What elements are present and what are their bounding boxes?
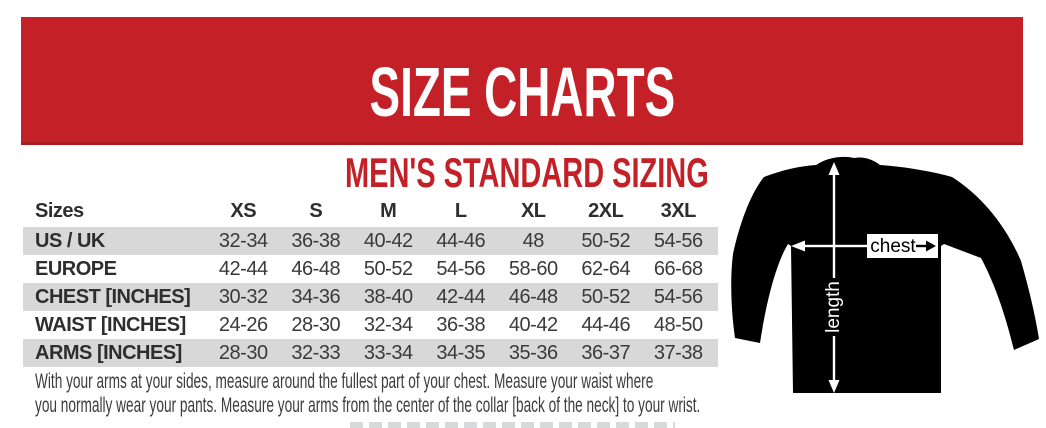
- size-table-header-row: Sizes XS S M L XL 2XL 3XL: [23, 196, 718, 227]
- size-cell: 35-36: [508, 341, 558, 364]
- size-cell: 44-46: [436, 229, 486, 252]
- cutoff-next-heading: [350, 422, 675, 428]
- size-column-header: M: [380, 200, 397, 222]
- size-column-header: XS: [230, 200, 257, 222]
- size-cell: 50-52: [581, 285, 631, 308]
- table-row: CHEST [INCHES] 30-32 34-36 38-40 42-44 46-48 5…: [23, 283, 718, 311]
- chest-label: chest: [870, 236, 916, 257]
- length-label: length: [823, 281, 844, 333]
- measuring-instructions-line2: you normally wear your pants. Measure yo…: [35, 394, 701, 417]
- size-cell: 50-52: [363, 257, 413, 280]
- measuring-instructions: With your arms at your sides, measure ar…: [35, 370, 1046, 418]
- size-cell: 32-34: [363, 313, 413, 336]
- size-cell: 62-64: [581, 257, 631, 280]
- table-row: EUROPE 42-44 46-48 50-52 54-56 58-60 62-64 66-6…: [23, 255, 718, 283]
- size-cell: 38-40: [363, 285, 413, 308]
- page-title: SIZE CHARTS: [369, 53, 675, 131]
- size-cell: 50-52: [581, 229, 631, 252]
- row-label: US / UK: [35, 229, 105, 252]
- size-cell: 32-33: [291, 341, 341, 364]
- size-column-header: XL: [520, 200, 546, 222]
- size-cell: 54-56: [653, 229, 703, 252]
- section-subtitle: MEN'S STANDARD SIZING: [345, 149, 709, 196]
- size-cell: 54-56: [436, 257, 486, 280]
- row-label: ARMS [INCHES]: [35, 341, 182, 364]
- size-cell: 37-38: [653, 341, 703, 364]
- size-cell: 46-48: [291, 257, 341, 280]
- size-cell: 34-36: [291, 285, 341, 308]
- shirt-silhouette-shape: [731, 156, 1039, 393]
- row-label: CHEST [INCHES]: [35, 285, 191, 308]
- size-cell: 36-37: [581, 341, 631, 364]
- size-cell: 42-44: [218, 257, 268, 280]
- size-column-header: 2XL: [588, 200, 624, 222]
- chest-arrow: chest: [791, 234, 938, 258]
- size-cell: 48-50: [653, 313, 703, 336]
- table-row: ARMS [INCHES] 28-30 32-33 33-34 34-35 35-36 36…: [23, 339, 718, 367]
- size-cell: 36-38: [291, 229, 341, 252]
- size-cell: 58-60: [508, 257, 558, 280]
- row-label: EUROPE: [35, 257, 117, 280]
- size-column-header: S: [309, 200, 323, 222]
- table-row: WAIST [INCHES] 24-26 28-30 32-34 36-38 40-42 4…: [23, 311, 718, 339]
- size-cell: 28-30: [218, 341, 268, 364]
- size-cell: 36-38: [436, 313, 486, 336]
- size-cell: 44-46: [581, 313, 631, 336]
- size-cell: 34-35: [436, 341, 486, 364]
- size-cell: 40-42: [363, 229, 413, 252]
- table-row: US / UK 32-34 36-38 40-42 44-46 48 50-52 54-56: [23, 227, 718, 255]
- size-cell: 66-68: [653, 257, 703, 280]
- size-table-corner-label: Sizes: [35, 200, 84, 222]
- size-cell: 42-44: [436, 285, 486, 308]
- size-cell: 30-32: [218, 285, 268, 308]
- length-arrow: length: [823, 162, 844, 393]
- shirt-diagram: length chest: [730, 150, 1046, 410]
- row-label: WAIST [INCHES]: [35, 313, 186, 336]
- size-cell: 46-48: [508, 285, 558, 308]
- size-cell: 33-34: [363, 341, 413, 364]
- measuring-instructions-line1: With your arms at your sides, measure ar…: [35, 370, 654, 393]
- size-cell: 32-34: [218, 229, 268, 252]
- size-charts-banner: SIZE CHARTS: [21, 17, 1023, 145]
- size-cell: 48: [522, 229, 545, 252]
- size-cell: 28-30: [291, 313, 341, 336]
- size-table: Sizes XS S M L XL 2XL 3XL US / UK 32-34 36-38 40-42…: [23, 196, 718, 367]
- size-cell: 24-26: [218, 313, 268, 336]
- size-column-header: 3XL: [660, 200, 697, 222]
- size-cell: 54-56: [653, 285, 703, 308]
- size-cell: 40-42: [508, 313, 558, 336]
- size-column-header: L: [454, 200, 467, 222]
